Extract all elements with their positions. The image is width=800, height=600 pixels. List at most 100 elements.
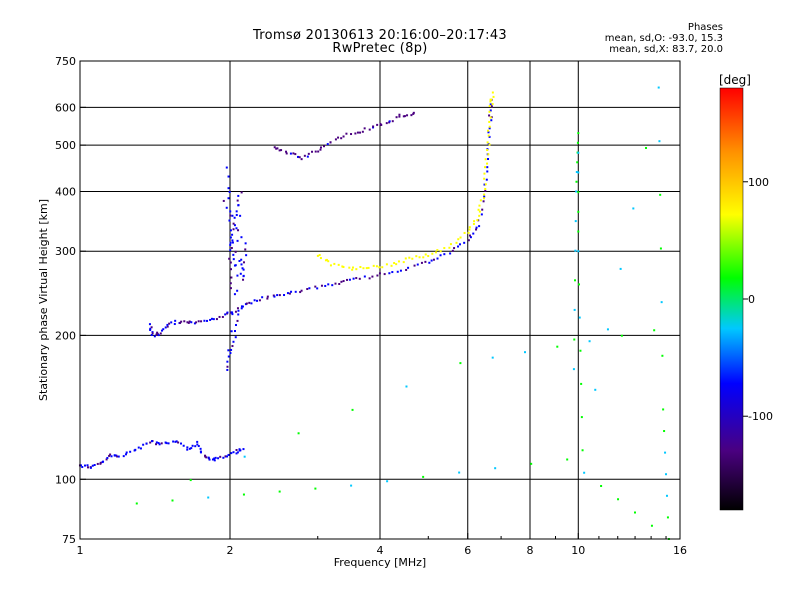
data-point <box>93 464 96 467</box>
data-point <box>359 265 362 268</box>
data-point <box>457 245 460 248</box>
data-point <box>189 479 192 482</box>
data-point <box>324 259 327 262</box>
data-point <box>351 266 354 269</box>
data-point <box>314 487 317 490</box>
data-point <box>231 239 234 242</box>
data-point <box>372 264 375 267</box>
data-point <box>486 148 489 151</box>
data-point <box>261 296 264 299</box>
data-point <box>231 345 234 348</box>
data-point <box>240 307 243 310</box>
data-point <box>489 116 492 119</box>
colorbar-tick-label: 0 <box>748 293 755 306</box>
data-point <box>179 321 182 324</box>
data-point <box>105 458 108 461</box>
data-point <box>391 120 394 123</box>
data-point <box>576 141 579 144</box>
data-point <box>620 334 623 337</box>
data-point <box>228 219 231 222</box>
data-point <box>236 199 239 202</box>
data-point <box>117 455 120 458</box>
data-point <box>219 455 222 458</box>
data-point <box>363 127 366 130</box>
data-point <box>229 282 232 285</box>
data-point <box>311 150 314 153</box>
data-point <box>484 183 487 186</box>
data-point <box>371 275 374 278</box>
data-point <box>617 498 620 501</box>
data-point <box>227 355 230 358</box>
data-point <box>227 349 230 352</box>
data-point <box>459 362 462 365</box>
data-point <box>241 305 244 308</box>
data-point <box>207 496 210 499</box>
data-point <box>420 261 423 264</box>
data-point <box>632 207 635 210</box>
data-point <box>145 442 148 445</box>
data-point <box>239 214 242 217</box>
data-point <box>237 194 240 197</box>
data-point <box>230 452 233 455</box>
data-point <box>285 152 288 155</box>
data-point <box>577 191 580 194</box>
data-point <box>208 458 211 461</box>
data-point <box>355 268 358 271</box>
data-point <box>193 322 196 325</box>
x-tick-label: 6 <box>464 544 471 557</box>
data-point <box>577 151 580 154</box>
data-point <box>211 458 214 461</box>
data-point <box>354 132 357 135</box>
data-point <box>106 456 109 459</box>
data-point <box>664 451 667 454</box>
data-point <box>365 267 368 270</box>
data-point <box>483 183 486 186</box>
data-point <box>320 284 323 287</box>
data-point <box>653 329 656 332</box>
data-point <box>300 158 303 161</box>
data-point <box>486 166 489 169</box>
data-point <box>404 257 407 260</box>
data-point <box>186 321 189 324</box>
data-point <box>530 462 533 465</box>
colorbar-label: [deg] <box>719 73 751 87</box>
data-point <box>348 278 351 281</box>
data-point <box>476 219 479 222</box>
data-point <box>227 187 230 190</box>
grid-lines <box>80 61 680 539</box>
data-point <box>196 443 199 446</box>
y-tick-label: 400 <box>55 185 76 198</box>
data-point <box>484 158 487 161</box>
data-point <box>199 451 202 454</box>
data-point <box>367 266 370 269</box>
data-point <box>190 447 193 450</box>
data-point <box>484 187 487 190</box>
data-point <box>226 368 229 371</box>
data-point <box>577 230 580 233</box>
data-point <box>156 332 159 335</box>
data-point <box>477 208 480 211</box>
data-point <box>378 266 381 269</box>
data-point <box>226 455 229 458</box>
data-point <box>86 464 89 467</box>
data-point <box>235 452 238 455</box>
data-point <box>491 356 494 359</box>
data-point <box>458 243 461 246</box>
data-point <box>276 147 279 150</box>
data-point <box>250 302 253 305</box>
data-point <box>231 313 234 316</box>
data-point <box>489 100 492 103</box>
data-point <box>292 152 295 155</box>
data-point <box>227 197 230 200</box>
y-tick-label: 75 <box>62 533 76 546</box>
data-point <box>405 385 408 388</box>
data-point <box>580 416 583 419</box>
data-point <box>381 266 384 269</box>
data-point <box>212 318 215 321</box>
data-point <box>160 329 163 332</box>
data-point <box>175 440 178 443</box>
data-point <box>224 455 227 458</box>
data-point <box>393 262 396 265</box>
data-point <box>467 239 470 242</box>
data-point <box>87 466 90 469</box>
